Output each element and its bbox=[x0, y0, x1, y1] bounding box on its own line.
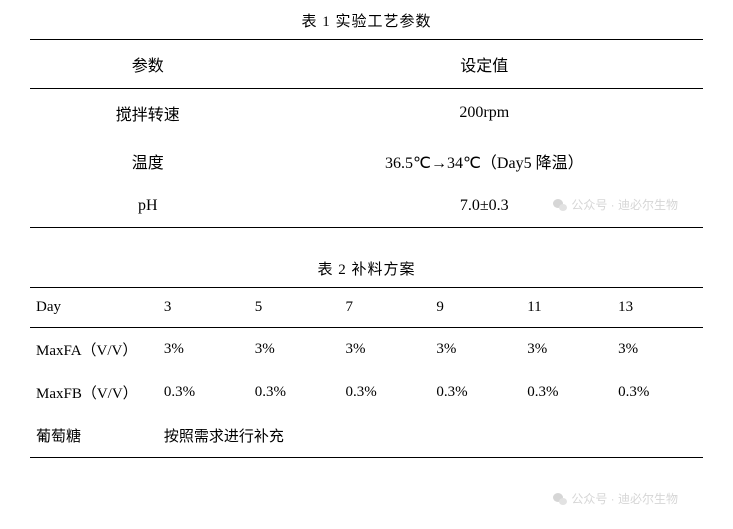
day-header: 7 bbox=[340, 288, 431, 328]
day-header: 3 bbox=[158, 288, 249, 328]
day-header: 5 bbox=[249, 288, 340, 328]
table2-header-row: Day 3 5 7 9 11 13 bbox=[30, 288, 703, 328]
value-cell: 3% bbox=[430, 328, 521, 372]
day-header: 13 bbox=[612, 288, 703, 328]
wechat-icon bbox=[553, 493, 567, 505]
row-label: MaxFB（V/V） bbox=[30, 371, 158, 414]
day-header: 9 bbox=[430, 288, 521, 328]
day-header: 11 bbox=[521, 288, 612, 328]
value-cell: 36.5℃→34℃（Day5 降温） bbox=[266, 137, 703, 185]
value-cell: 0.3% bbox=[340, 371, 431, 414]
param-cell: 搅拌转速 bbox=[30, 89, 266, 138]
table-row: MaxFB（V/V） 0.3% 0.3% 0.3% 0.3% 0.3% 0.3% bbox=[30, 371, 703, 414]
watermark-text: 公众号 · 迪必尔生物 bbox=[571, 490, 678, 507]
watermark: 公众号 · 迪必尔生物 bbox=[553, 490, 678, 507]
param-cell: 温度 bbox=[30, 137, 266, 185]
table1: 参数 设定值 搅拌转速 200rpm 温度 36.5℃→34℃（Day5 降温）… bbox=[30, 39, 703, 228]
value-cell: 0.3% bbox=[612, 371, 703, 414]
value-cell: 3% bbox=[612, 328, 703, 372]
table1-title: 表 1 实验工艺参数 bbox=[30, 10, 703, 31]
value-cell: 7.0±0.3 bbox=[266, 185, 703, 228]
table-row: 温度 36.5℃→34℃（Day5 降温） bbox=[30, 137, 703, 185]
value-cell: 0.3% bbox=[158, 371, 249, 414]
table-row: 搅拌转速 200rpm bbox=[30, 89, 703, 138]
table2: Day 3 5 7 9 11 13 MaxFA（V/V） 3% 3% 3% 3%… bbox=[30, 287, 703, 458]
table1-header-param: 参数 bbox=[30, 40, 266, 89]
merged-value-cell: 按照需求进行补充 bbox=[158, 414, 703, 458]
value-cell: 0.3% bbox=[249, 371, 340, 414]
value-cell: 0.3% bbox=[430, 371, 521, 414]
param-cell: pH bbox=[30, 185, 266, 228]
table-row: 葡萄糖 按照需求进行补充 bbox=[30, 414, 703, 458]
table-row: pH 7.0±0.3 bbox=[30, 185, 703, 228]
value-cell: 3% bbox=[340, 328, 431, 372]
table-row: MaxFA（V/V） 3% 3% 3% 3% 3% 3% bbox=[30, 328, 703, 372]
value-cell: 200rpm bbox=[266, 89, 703, 138]
value-cell: 3% bbox=[521, 328, 612, 372]
table2-title: 表 2 补料方案 bbox=[30, 258, 703, 279]
value-cell: 3% bbox=[249, 328, 340, 372]
value-cell: 0.3% bbox=[521, 371, 612, 414]
value-cell: 3% bbox=[158, 328, 249, 372]
table1-header-value: 设定值 bbox=[266, 40, 703, 89]
row-label: 葡萄糖 bbox=[30, 414, 158, 458]
table2-header-label: Day bbox=[30, 288, 158, 328]
table1-header-row: 参数 设定值 bbox=[30, 40, 703, 89]
row-label: MaxFA（V/V） bbox=[30, 328, 158, 372]
